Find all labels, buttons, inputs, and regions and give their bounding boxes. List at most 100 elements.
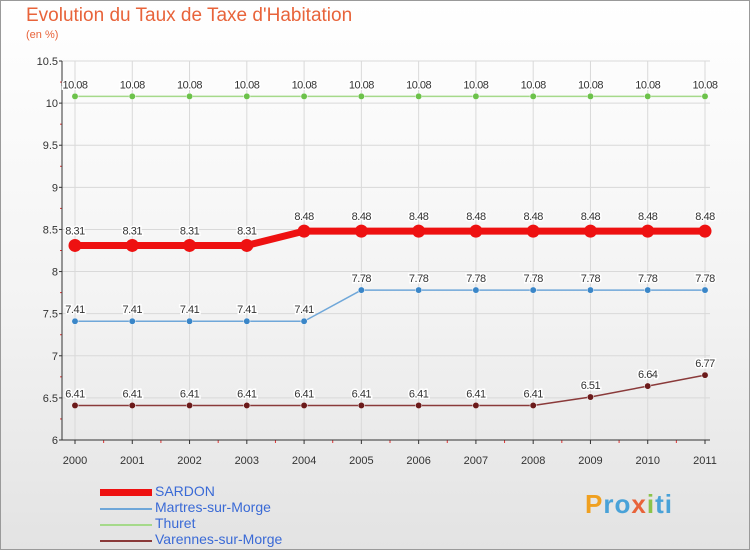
data-label-martres-sur-morge: 7.78	[523, 273, 543, 285]
series-line-sardon	[71, 227, 709, 249]
y-tick-label: 10.5	[37, 56, 58, 68]
data-label-thuret: 10.08	[692, 79, 717, 91]
data-label-varennes-sur-morge: 6.77	[695, 358, 715, 370]
data-label-thuret: 10.08	[463, 79, 488, 91]
data-label-sardon: 8.48	[581, 211, 601, 223]
logo-letter: i	[646, 489, 656, 519]
x-tick-label: 2008	[521, 455, 545, 467]
data-label-martres-sur-morge: 7.78	[466, 273, 486, 285]
data-point-thuret	[71, 92, 79, 100]
data-label-sardon: 8.48	[466, 211, 486, 223]
y-tick-label: 9.5	[43, 140, 58, 152]
data-label-thuret: 10.08	[578, 79, 603, 91]
data-label-varennes-sur-morge: 6.41	[65, 388, 85, 400]
x-tick-label: 2003	[235, 455, 259, 467]
data-label-thuret: 10.08	[120, 79, 145, 91]
logo-letter: P	[585, 489, 604, 519]
data-label-varennes-sur-morge: 6.64	[638, 369, 658, 381]
y-tick-label: 7	[52, 351, 58, 363]
y-tick-label: 7.5	[43, 309, 58, 321]
x-tick-label: 2000	[63, 455, 87, 467]
legend-swatch-martres-sur-morge	[100, 508, 152, 510]
data-label-thuret: 10.08	[177, 79, 202, 91]
y-tick-label: 6.5	[43, 393, 58, 405]
data-label-martres-sur-morge: 7.78	[695, 273, 715, 285]
data-point-martres-sur-morge	[529, 286, 537, 294]
data-point-martres-sur-morge	[587, 286, 594, 294]
legend-swatch-sardon	[100, 489, 152, 496]
data-point-thuret	[587, 92, 594, 100]
x-tick-label: 2005	[349, 455, 373, 467]
data-label-varennes-sur-morge: 6.41	[409, 388, 429, 400]
data-label-thuret: 10.08	[349, 79, 374, 91]
data-point-sardon	[469, 224, 483, 238]
data-point-thuret	[186, 92, 193, 100]
data-label-sardon: 8.48	[294, 211, 314, 223]
data-point-varennes-sur-morge	[300, 402, 308, 409]
data-point-varennes-sur-morge	[529, 402, 537, 409]
data-label-varennes-sur-morge: 6.41	[523, 388, 543, 400]
data-point-martres-sur-morge	[71, 317, 79, 325]
value-labels: 8.31 8.31 8.31 8.31 8.48 8.48 8.48 8.48 8.48 8.48…	[61, 78, 720, 402]
y-tick-label: 10	[46, 98, 58, 110]
data-point-martres-sur-morge	[300, 317, 308, 325]
data-point-varennes-sur-morge	[71, 402, 79, 409]
data-label-sardon: 8.31	[65, 225, 85, 237]
data-point-sardon	[412, 224, 426, 238]
data-point-varennes-sur-morge	[128, 402, 136, 409]
logo-letter: i	[664, 489, 673, 519]
x-tick-label: 2010	[635, 455, 659, 467]
series-layer	[68, 92, 712, 409]
data-point-sardon	[641, 224, 655, 238]
data-point-sardon	[125, 238, 139, 252]
data-point-thuret	[529, 92, 537, 100]
data-label-thuret: 10.08	[521, 79, 546, 91]
legend-swatch-thuret	[100, 524, 152, 526]
data-point-varennes-sur-morge	[472, 402, 480, 409]
data-label-thuret: 10.08	[292, 79, 317, 91]
data-label-martres-sur-morge: 7.78	[352, 273, 372, 285]
data-label-sardon: 8.48	[352, 211, 372, 223]
data-point-varennes-sur-morge	[243, 402, 251, 409]
logo-letter: o	[614, 489, 632, 519]
legend-label-thuret: Thuret	[155, 515, 196, 531]
gridlines	[62, 60, 710, 441]
data-point-thuret	[300, 92, 308, 100]
y-tick-label: 6	[52, 435, 58, 447]
data-point-thuret	[128, 92, 136, 100]
data-point-varennes-sur-morge	[357, 402, 365, 409]
data-point-sardon	[297, 224, 311, 238]
data-point-thuret	[701, 92, 709, 100]
series-line-martres-sur-morge	[74, 289, 706, 322]
data-label-martres-sur-morge: 7.41	[180, 304, 200, 316]
data-label-thuret: 10.08	[234, 79, 259, 91]
logo-letter: t	[655, 489, 665, 519]
logo-letter: x	[631, 489, 647, 519]
data-point-thuret	[243, 92, 251, 100]
data-label-martres-sur-morge: 7.41	[237, 304, 257, 316]
data-label-martres-sur-morge: 7.41	[123, 304, 143, 316]
data-point-martres-sur-morge	[357, 286, 365, 294]
data-point-thuret	[357, 92, 365, 100]
data-label-martres-sur-morge: 7.41	[294, 304, 314, 316]
x-tick-label: 2011	[693, 455, 717, 467]
data-point-varennes-sur-morge	[415, 402, 423, 409]
series-line-varennes-sur-morge	[74, 374, 706, 407]
data-label-martres-sur-morge: 7.41	[65, 304, 85, 316]
data-label-varennes-sur-morge: 6.41	[352, 388, 372, 400]
data-label-martres-sur-morge: 7.78	[409, 273, 429, 285]
data-point-sardon	[68, 238, 82, 252]
legend-label-martres-sur-morge: Martres-sur-Morge	[155, 499, 271, 515]
data-label-sardon: 8.48	[695, 211, 715, 223]
legend-label-varennes-sur-morge: Varennes-sur-Morge	[155, 531, 283, 547]
data-point-sardon	[354, 224, 368, 238]
y-tick-label: 8	[52, 267, 58, 279]
y-tick-label: 9	[52, 182, 58, 194]
data-label-thuret: 10.08	[62, 79, 87, 91]
data-point-varennes-sur-morge	[186, 402, 193, 409]
data-point-sardon	[240, 238, 254, 252]
data-label-martres-sur-morge: 7.78	[581, 273, 601, 285]
data-point-varennes-sur-morge	[587, 393, 594, 401]
y-tick-label: 8.5	[43, 224, 58, 236]
